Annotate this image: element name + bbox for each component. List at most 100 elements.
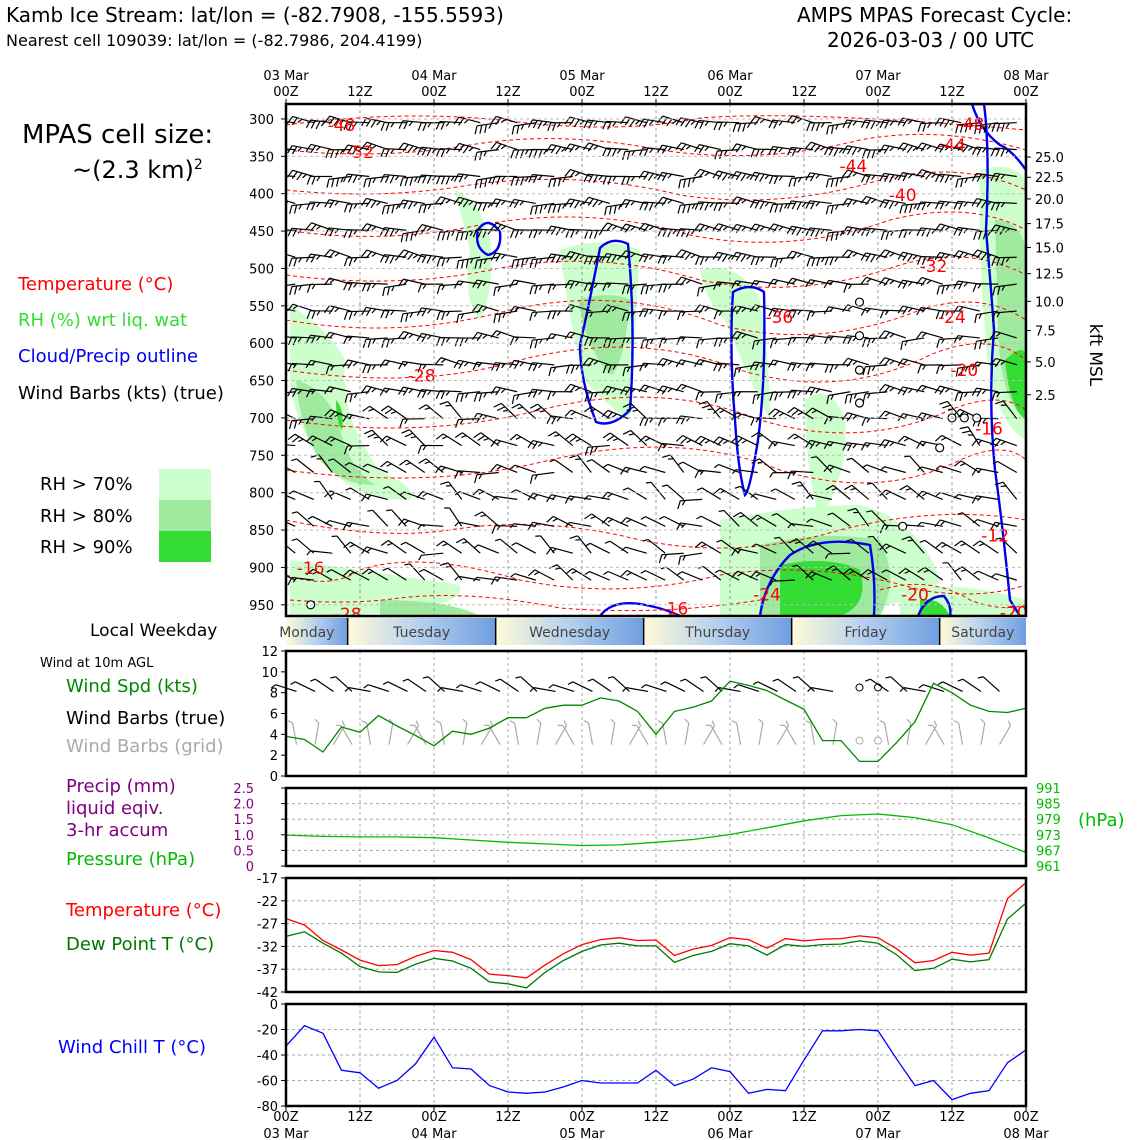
barb-feather: [995, 173, 1001, 182]
barb-feather: [662, 443, 668, 449]
barb-feather: [331, 178, 335, 188]
barb-feather: [675, 522, 682, 531]
barb-shaft: [624, 310, 647, 314]
barb-feather: [971, 249, 978, 258]
barb-feather: [440, 176, 446, 185]
barb-feather: [416, 224, 423, 233]
barb-feather: [730, 331, 738, 339]
wind-barb-true: [700, 676, 723, 692]
barb-feather: [649, 148, 654, 154]
barb-feather: [1000, 174, 1006, 180]
wind-barb: [897, 251, 925, 262]
wind-barb: [401, 429, 426, 446]
barb-feather: [426, 147, 432, 157]
swatch-rh80: [159, 500, 211, 531]
barb-feather: [957, 251, 964, 260]
wind-barb: [879, 309, 906, 319]
legend-wind-barbs-true: Wind Barbs (true): [66, 708, 226, 729]
barb-feather: [842, 198, 848, 207]
barb-feather: [557, 204, 562, 213]
barb-feather: [760, 148, 765, 155]
barb-shaft: [589, 542, 611, 554]
barb-feather: [446, 311, 450, 317]
wind-barb: [731, 280, 758, 289]
barb-feather: [619, 223, 627, 232]
barb-shaft: [421, 363, 444, 366]
barb-shaft: [496, 222, 518, 231]
wind-barb: [603, 463, 629, 474]
barb-feather: [455, 684, 461, 689]
wind-barb: [991, 391, 1017, 402]
barb-feather: [421, 147, 427, 156]
barb-shaft: [717, 362, 740, 366]
barb-feather: [297, 118, 303, 124]
barb-shaft: [777, 678, 797, 692]
barb-feather: [846, 359, 853, 367]
barb-feather: [459, 470, 464, 476]
barb-shaft: [994, 201, 1017, 205]
panel-frame: [284, 876, 1028, 994]
barb-shaft: [884, 410, 906, 420]
barb-feather: [403, 361, 409, 367]
barb-feather: [778, 120, 783, 126]
barb-feather: [328, 200, 335, 209]
barb-feather: [959, 426, 969, 430]
barb-feather: [736, 413, 742, 419]
barb-feather: [921, 441, 927, 447]
wind-barb: [397, 330, 425, 341]
barb-feather: [755, 305, 761, 311]
barb-feather: [413, 201, 418, 207]
wind-barb: [712, 436, 740, 447]
wind-barb: [435, 390, 462, 400]
barb-shaft: [607, 516, 629, 527]
barb-feather: [394, 229, 400, 234]
wind-barb: [713, 281, 740, 290]
barb-feather: [733, 368, 737, 377]
barb-feather: [897, 435, 905, 443]
barb-feather: [971, 495, 978, 504]
wind-barb: [601, 252, 629, 263]
wind-barb: [436, 540, 463, 554]
barb-feather: [611, 388, 617, 393]
barb-feather: [884, 120, 890, 129]
barb-feather: [575, 438, 582, 442]
barb-feather: [960, 178, 964, 188]
barb-feather: [500, 225, 506, 230]
barb-feather: [399, 459, 407, 466]
barb-feather: [980, 252, 988, 261]
barb-shaft: [448, 481, 463, 500]
wind-barb: [456, 310, 481, 324]
wind-barb: [404, 563, 426, 581]
title-forecast-cycle: AMPS MPAS Forecast Cycle:: [797, 3, 1073, 27]
barb-shaft: [976, 172, 999, 178]
barb-shaft: [810, 386, 832, 393]
barb-feather: [916, 256, 922, 265]
barb-shaft: [384, 337, 407, 341]
wind-barb: [934, 519, 962, 528]
barb-shaft: [347, 229, 370, 231]
barb-feather: [366, 307, 372, 317]
barb-feather: [450, 176, 455, 182]
barb-feather: [382, 681, 389, 686]
wind-barb: [806, 310, 832, 321]
wind-barb: [343, 256, 370, 267]
height-tick-label: 17.5: [1035, 218, 1064, 233]
barb-feather: [945, 310, 950, 316]
barb-feather: [602, 121, 607, 130]
wind-barb: [472, 228, 499, 238]
barb-feather: [483, 437, 489, 441]
barb-feather: [700, 676, 706, 679]
barb-feather: [905, 488, 912, 491]
barb-feather: [694, 120, 700, 129]
wind-barb: [528, 229, 555, 239]
barb-feather: [755, 256, 760, 266]
wind-speed-line: [285, 680, 1027, 763]
wind-barb: [898, 568, 925, 581]
barb-shaft: [849, 568, 870, 581]
barb-shaft: [757, 514, 777, 527]
wind-barb: [286, 521, 296, 527]
barb-shaft: [828, 279, 851, 285]
legend-rh90: RH > 90%: [40, 537, 133, 558]
barb-feather: [839, 177, 844, 183]
barb-feather: [1001, 257, 1005, 266]
